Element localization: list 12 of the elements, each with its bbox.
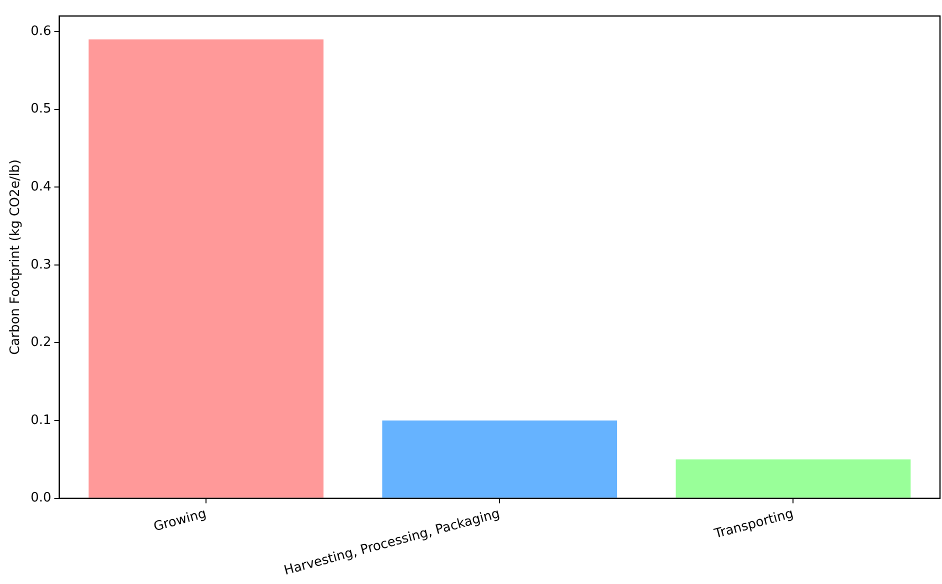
y-tick-label: 0.1 <box>30 412 52 428</box>
y-axis-title: Carbon Footprint (kg CO2e/lb) <box>8 159 24 355</box>
bar <box>88 39 324 498</box>
y-tick-label: 0.6 <box>30 24 52 39</box>
bar <box>676 459 911 498</box>
y-tick-label: 0.2 <box>30 335 52 350</box>
y-tick-label: 0.4 <box>30 180 52 195</box>
y-tick-label: 0.0 <box>30 490 52 506</box>
bar <box>382 420 618 498</box>
x-tick-label: Growing <box>152 506 208 535</box>
y-tick-label: 0.3 <box>30 257 52 272</box>
y-tick-label: 0.5 <box>30 102 52 117</box>
